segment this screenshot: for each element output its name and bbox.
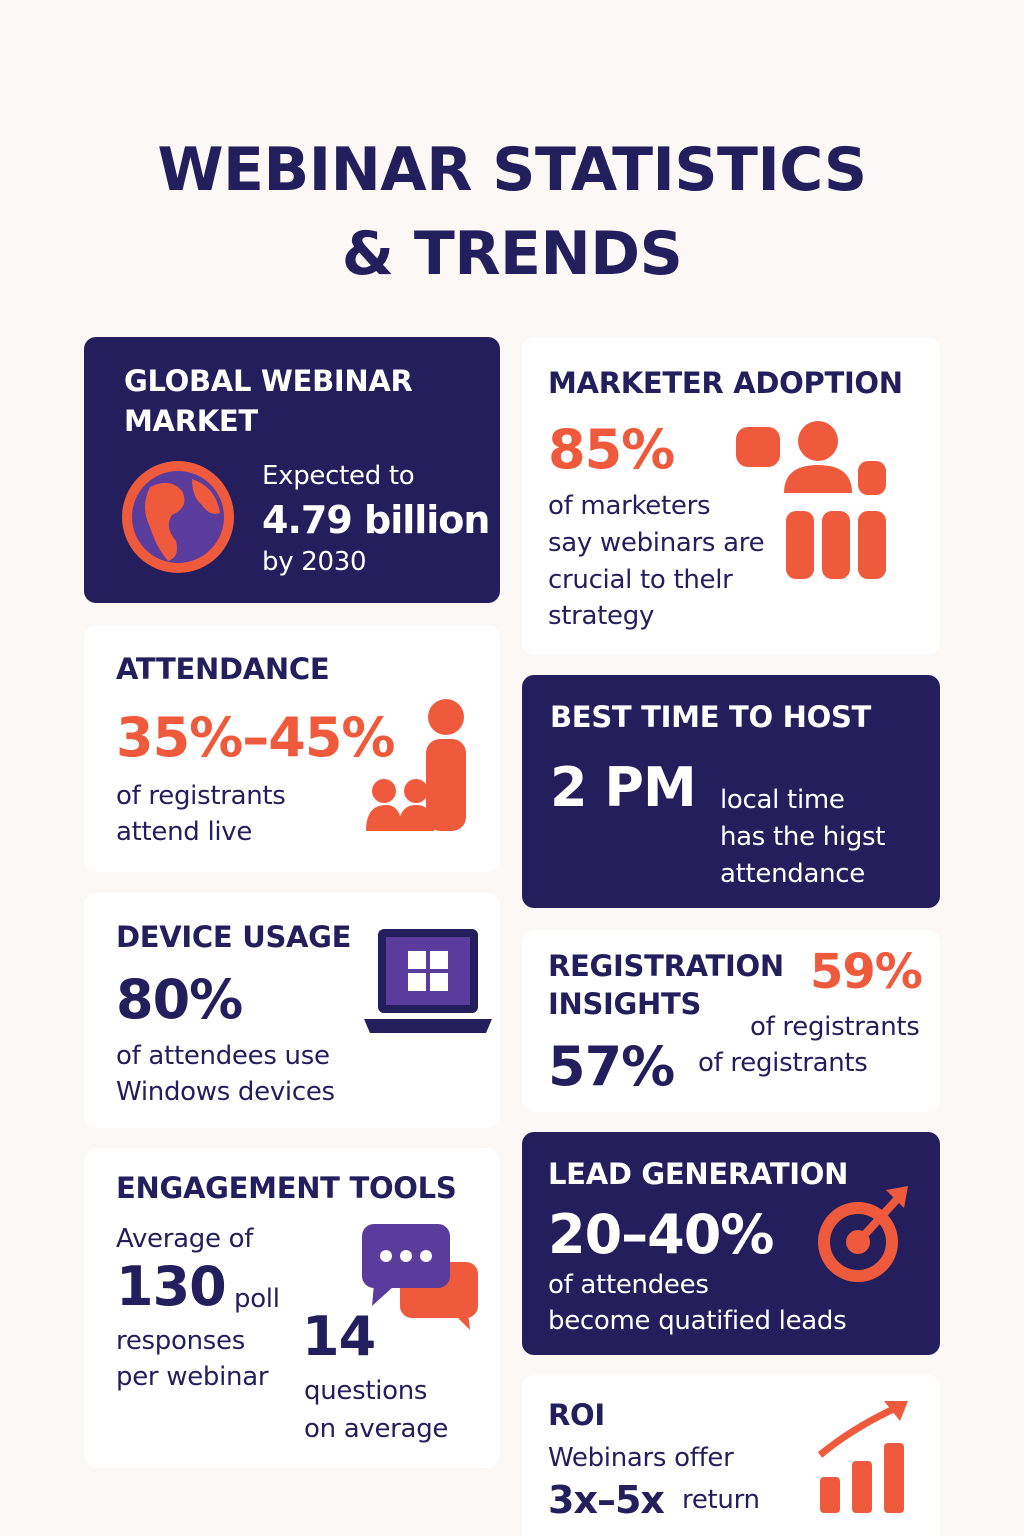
card-intro: Average of (116, 1224, 254, 1254)
card: ENGAGEMENT TOOLS Average of 130 poll res… (84, 1148, 500, 1468)
card-text: of attendees use (116, 1041, 330, 1071)
card-stat: 20–40% (548, 1203, 774, 1266)
card-stat: 80% (116, 968, 243, 1031)
card-text: has the higst (720, 822, 886, 852)
card-stat: 4.79 billion (262, 498, 490, 542)
card-text: strategy (548, 601, 655, 631)
card-stat: 35%–45% (116, 706, 396, 769)
card-title: ROI (548, 1398, 605, 1432)
card-title: ATTENDANCE (116, 652, 330, 686)
card-text: attendance (720, 859, 866, 889)
card-intro: Expected to (262, 461, 415, 491)
card-text: crucial to thelr (548, 565, 733, 595)
card-text: Windows devices (116, 1077, 335, 1107)
card: BEST TIME TO HOST 2 PM local time has th… (522, 675, 940, 908)
card-text: questions (304, 1376, 428, 1406)
card-title: BEST TIME TO HOST (550, 700, 872, 734)
growth-icon (817, 1401, 908, 1513)
card-stat: 130 (116, 1255, 227, 1318)
card-title: DEVICE USAGE (116, 920, 352, 954)
page-title: WEBINAR STATISTICS (157, 135, 867, 205)
card-stat: 3x–5x (548, 1478, 665, 1522)
card-text: say webinars are (548, 528, 765, 558)
card: DEVICE USAGE 80% of attendees use Window… (84, 893, 500, 1128)
card-note: by 2030 (262, 547, 367, 577)
card-text: responses (116, 1326, 245, 1356)
card-text: become quatified leads (548, 1306, 847, 1336)
card-text: of registrants (750, 1012, 920, 1042)
card-text: local time (720, 785, 845, 815)
page-title: & TRENDS (341, 219, 683, 289)
card-title: INSIGHTS (548, 987, 702, 1021)
card-stat: 2 PM (550, 756, 697, 819)
card: GLOBAL WEBINAR MARKET Expected to 4.79 b… (84, 337, 500, 603)
card-stat: 85% (548, 418, 675, 481)
people-icon (366, 699, 466, 831)
card-title: GLOBAL WEBINAR (124, 364, 413, 398)
card-text: attend live (116, 817, 253, 847)
card-title: MARKETER ADOPTION (548, 366, 903, 400)
card-text: of registrants (698, 1048, 868, 1078)
card: LEAD GENERATION 20–40% of attendees beco… (522, 1132, 940, 1355)
card-title: MARKET (124, 404, 258, 438)
card-unit: poll (234, 1284, 280, 1314)
card-title: LEAD GENERATION (548, 1157, 849, 1191)
globe-icon (122, 461, 234, 573)
chat-icon (362, 1224, 478, 1330)
card: ROI Webinars offer 3x–5x return (522, 1375, 940, 1536)
card-text: of registrants (116, 781, 286, 811)
card: REGISTRATION INSIGHTS 59% of registrants… (522, 930, 940, 1112)
card-title: REGISTRATION (548, 949, 784, 983)
target-icon (818, 1186, 908, 1282)
card: ATTENDANCE 35%–45% of registrants attend… (84, 625, 500, 872)
card: MARKETER ADOPTION 85% of marketers say w… (522, 337, 940, 655)
card-stat: 57% (548, 1035, 675, 1098)
people-bars-icon (736, 421, 886, 579)
card-unit: return (682, 1485, 760, 1515)
card-text: per webinar (116, 1362, 269, 1392)
card-stat: 14 (302, 1305, 376, 1368)
card-text: of marketers (548, 491, 711, 521)
card-intro: Webinars offer (548, 1443, 734, 1473)
laptop-icon (364, 929, 492, 1033)
card-text: of attendees (548, 1270, 709, 1300)
card-title: ENGAGEMENT TOOLS (116, 1171, 457, 1205)
card-text: on average (304, 1414, 449, 1444)
card-stat: 59% (810, 944, 923, 1000)
